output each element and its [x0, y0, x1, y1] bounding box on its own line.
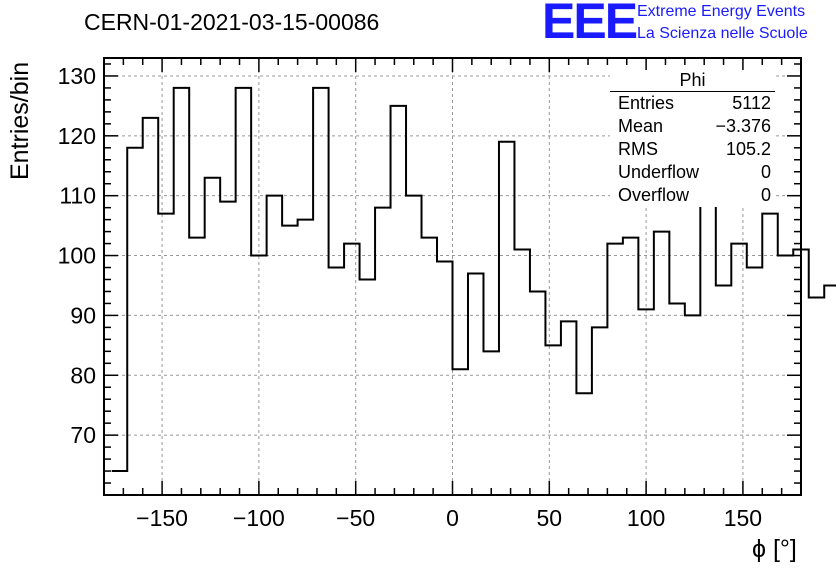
histogram-bin [174, 88, 189, 495]
stats-row-mean: Mean −3.376 [610, 115, 775, 138]
histogram-bin [654, 232, 669, 495]
histogram-bin [391, 106, 406, 495]
histogram-bin [669, 303, 684, 495]
histogram-series-line [111, 86, 836, 473]
stats-value: 5112 [732, 93, 771, 113]
histogram-bin [437, 262, 452, 495]
stats-value: −3.376 [715, 116, 771, 136]
stats-label: Overflow [618, 185, 690, 205]
y-tick-label: 70 [70, 422, 96, 448]
stats-row-underflow: Underflow 0 [610, 161, 775, 184]
x-tick-label: 50 [537, 505, 563, 531]
chart-title: CERN-01-2021-03-15-00086 [84, 9, 380, 35]
histogram-bin [267, 196, 282, 495]
histogram-bin [623, 238, 638, 495]
histogram-bin [112, 471, 127, 495]
logo-line-1: Extreme Energy Events [637, 3, 806, 20]
histogram-bin [576, 393, 591, 495]
histogram-bin [127, 148, 142, 495]
stats-box: Phi Entries 5112 Mean −3.376 RMS 105.2 U… [610, 70, 775, 207]
histogram-bin [545, 345, 560, 495]
stats-value: 0 [760, 162, 771, 182]
x-tick-label: −100 [233, 505, 285, 531]
histogram-bin [747, 268, 762, 495]
histogram-bin [731, 244, 746, 495]
histogram-bin [360, 279, 375, 495]
histogram-bin [422, 238, 437, 495]
x-tick-label: 100 [627, 505, 665, 531]
x-tick-label: −150 [136, 505, 188, 531]
eee-logo: EEE [542, 0, 638, 49]
histogram-bin [236, 88, 251, 495]
x-tick-label: 0 [446, 505, 459, 531]
histogram-bin [514, 250, 529, 495]
x-axis-label: ϕ [°] [752, 535, 797, 563]
x-tick-label: −50 [336, 505, 375, 531]
histogram-bin [809, 297, 824, 495]
histogram-bin [561, 321, 576, 495]
stats-value: 105.2 [725, 139, 771, 159]
y-axis-label: Entries/bin [6, 61, 34, 180]
logo-line-2: La Scienza nelle Scuole [637, 25, 808, 42]
stats-value: 0 [760, 185, 771, 205]
histogram-bin [468, 274, 483, 495]
histogram-bin [453, 369, 468, 495]
histogram-bin [329, 268, 344, 495]
histogram-bin [298, 220, 313, 495]
x-tick-label: 150 [724, 505, 762, 531]
histogram-bin [499, 142, 514, 495]
histogram-bin [607, 244, 622, 495]
y-tick-label: 90 [70, 302, 96, 328]
y-tick-label: 80 [70, 362, 96, 388]
y-tick-label: 100 [58, 243, 96, 269]
histogram-bin [344, 244, 359, 495]
y-tick-label: 110 [59, 183, 96, 209]
stats-label: Mean [618, 116, 664, 136]
histogram-bin [530, 291, 545, 495]
histogram-bin [483, 351, 498, 495]
histogram-bin [375, 208, 390, 495]
stats-label: Underflow [618, 162, 700, 182]
histogram-bin [406, 196, 421, 495]
stats-row-overflow: Overflow 0 [610, 184, 775, 207]
histogram-bin [824, 285, 836, 495]
histogram-bin [251, 256, 266, 495]
histogram-bin [716, 285, 731, 495]
histogram-bin [189, 238, 204, 495]
histogram-bin [592, 327, 607, 495]
stats-label: RMS [618, 139, 658, 159]
stats-row-entries: Entries 5112 [610, 92, 775, 115]
stats-row-rms: RMS 105.2 [610, 138, 775, 161]
histogram-bin [205, 178, 220, 495]
histogram-bin [313, 88, 328, 495]
histogram-bin [143, 118, 158, 495]
histogram-bin [282, 226, 297, 495]
stats-label: Entries [618, 93, 675, 113]
stats-title: Phi [610, 70, 775, 92]
histogram-bin [685, 315, 700, 495]
y-tick-label: 130 [58, 63, 96, 89]
histogram-bin [220, 202, 235, 495]
y-tick-label: 120 [58, 123, 96, 149]
